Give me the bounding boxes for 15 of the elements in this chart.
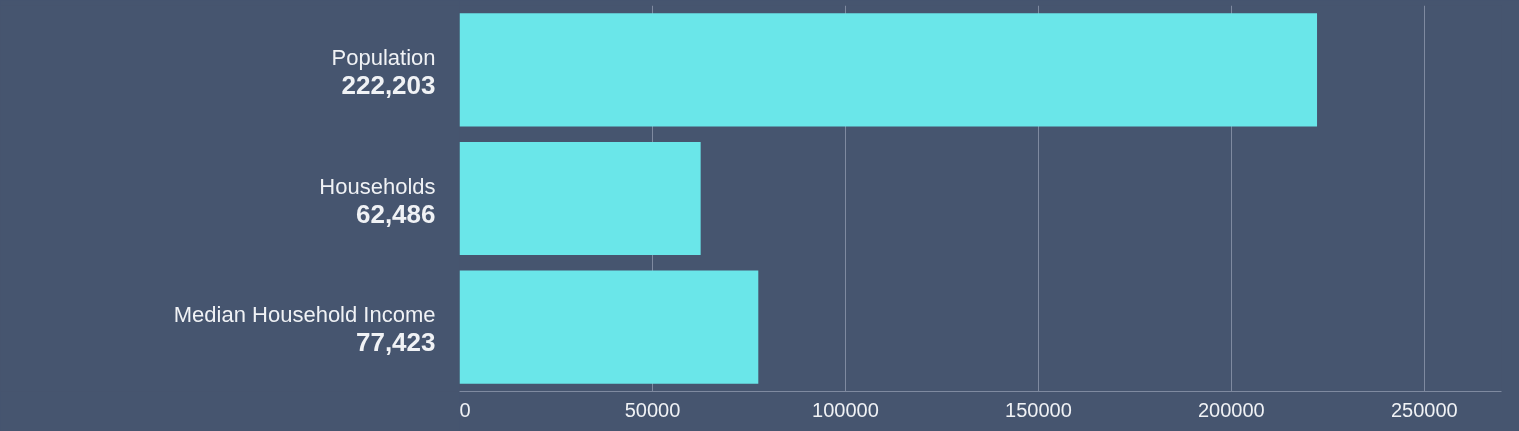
data-label: 77,423: [355, 327, 436, 358]
x-tick-label: 100000: [812, 398, 879, 421]
data-label: 62,486: [355, 198, 436, 229]
bar: [459, 270, 759, 384]
y-tick-label: Households: [319, 173, 436, 199]
x-tick-label: 0: [459, 398, 471, 421]
x-tick-label: 150000: [1005, 398, 1072, 421]
x-tick-label: 50000: [624, 398, 681, 421]
x-tick-label: 200000: [1197, 398, 1265, 421]
x-tick-label: 250000: [1390, 398, 1458, 421]
y-tick-label: Population: [331, 44, 436, 70]
y-tick-label: Median Household Income: [173, 302, 436, 328]
bar: [459, 141, 701, 256]
data-label: 222,203: [341, 69, 436, 100]
bar: [459, 13, 1318, 127]
